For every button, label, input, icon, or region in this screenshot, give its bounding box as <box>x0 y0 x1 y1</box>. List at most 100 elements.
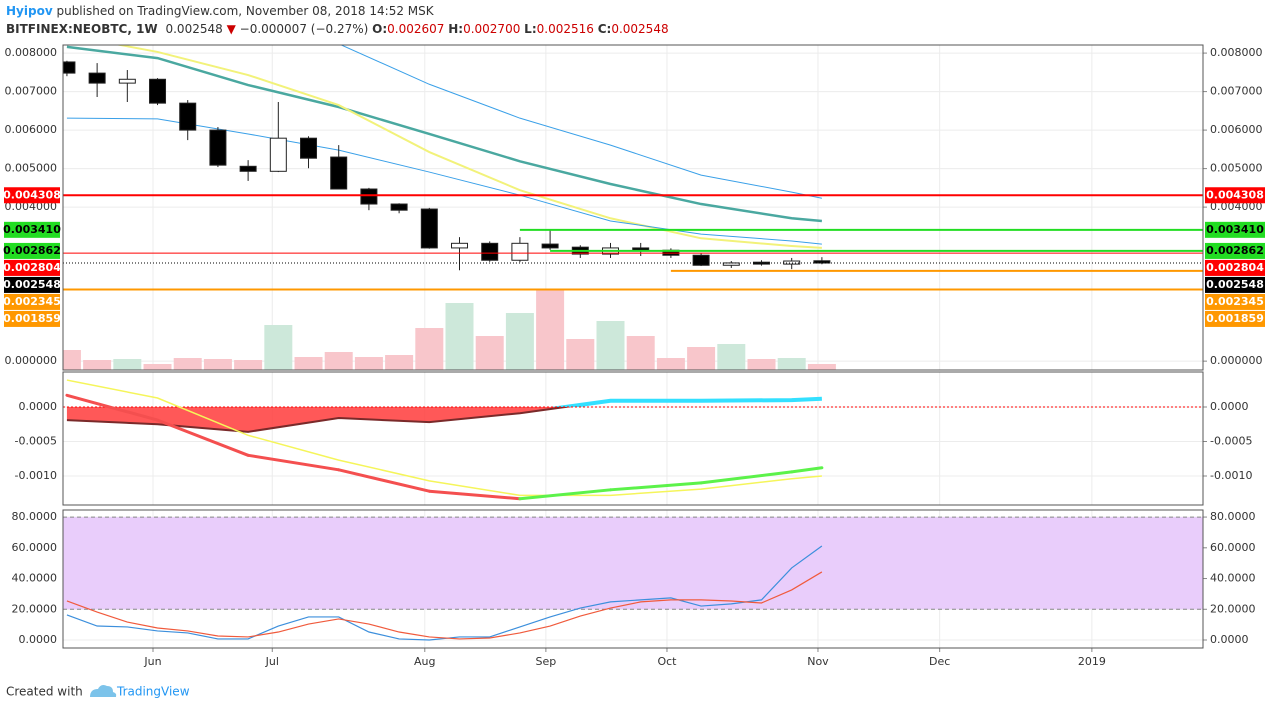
down-arrow: ▼ <box>227 22 237 36</box>
level-label-bg <box>4 242 60 259</box>
footer-brand[interactable]: TradingView <box>116 685 190 699</box>
level-label-bg <box>4 187 60 204</box>
candle-body <box>239 165 257 172</box>
volume-bar <box>234 360 263 370</box>
y-tick-label: 0.005000 <box>1210 162 1263 175</box>
volume-bar <box>475 336 504 370</box>
change: −0.000007 (−0.27%) <box>240 22 369 36</box>
pane-border <box>62 44 1204 371</box>
overlay-line <box>66 117 822 245</box>
level-label-bg <box>1205 293 1265 310</box>
candle-body <box>813 260 831 264</box>
y-tick-label: 0.008000 <box>5 46 58 59</box>
candle-body <box>118 78 136 84</box>
brand-logo <box>90 685 117 697</box>
candle-body <box>511 242 529 261</box>
level-label: 0.004308 <box>1206 188 1264 201</box>
volume-bar <box>505 313 534 370</box>
histogram-line <box>66 406 573 433</box>
volume-bar <box>294 357 323 370</box>
overlay-line <box>115 45 822 249</box>
y-tick-label: 0.004000 <box>5 200 58 213</box>
ohlc-key: O: <box>372 22 387 36</box>
published: published on TradingView.com, November 0… <box>56 4 434 18</box>
level-label: 0.002345 <box>1206 295 1264 308</box>
candle-body <box>269 137 287 172</box>
x-tick-label: Dec <box>929 655 950 668</box>
volume-bar <box>264 325 293 370</box>
y-tick-label: -0.0005 <box>1210 435 1252 448</box>
y-tick-label: 0.000000 <box>1210 354 1263 367</box>
overlay-line <box>66 45 823 223</box>
level-label-bg <box>1205 221 1265 238</box>
volume-bar <box>385 355 414 370</box>
histogram-line <box>550 396 822 407</box>
volume-bar <box>83 360 112 370</box>
volume-bar <box>113 359 142 370</box>
y-tick-label: 20.0000 <box>1210 602 1256 615</box>
y-tick-label: 60.0000 <box>12 541 58 554</box>
ohlc-key: L: <box>524 22 536 36</box>
x-tick-label: Oct <box>657 655 677 668</box>
candle-body <box>149 78 167 104</box>
y-tick-label: -0.0005 <box>15 435 57 448</box>
y-tick-label: 0.005000 <box>5 162 58 175</box>
pane-border <box>62 509 1204 649</box>
candle-body <box>63 61 76 74</box>
volume-bar <box>777 358 806 370</box>
macd-segment <box>65 393 160 422</box>
author: Hyipov <box>6 4 53 18</box>
y-tick-label: 80.0000 <box>1210 510 1256 523</box>
volume-bar <box>203 359 232 370</box>
x-tick-label: Aug <box>414 655 435 668</box>
ohlc-value: 0.002607 <box>387 22 444 36</box>
candle-body <box>752 261 770 265</box>
level-label: 0.002548 <box>1206 278 1264 291</box>
candle-body <box>88 72 106 84</box>
volume-bar <box>354 357 383 370</box>
y-tick-label: 20.0000 <box>12 602 58 615</box>
y-tick-label: 0.007000 <box>5 85 58 98</box>
level-label: 0.001859 <box>3 312 61 325</box>
volume-bar <box>536 290 565 370</box>
volume-bar <box>626 336 655 370</box>
signal-line <box>66 379 822 497</box>
footer-text: Created with <box>6 685 83 699</box>
level-label-bg <box>4 293 60 310</box>
candle-body <box>722 262 740 266</box>
level-label-bg <box>1205 310 1265 327</box>
macd-segment <box>246 453 341 472</box>
level-label: 0.002804 <box>3 261 61 274</box>
candle-body <box>420 208 438 249</box>
level-label: 0.003410 <box>3 223 61 236</box>
volume-bar <box>63 350 81 370</box>
macd-segment <box>609 481 703 492</box>
pane <box>63 45 1203 370</box>
ohlc-value: 0.002516 <box>537 22 594 36</box>
x-tick-label: Sep <box>536 655 557 668</box>
candle-body <box>692 254 710 266</box>
y-tick-label: -0.0010 <box>15 469 57 482</box>
candle-body <box>300 137 318 159</box>
y-tick-label: 40.0000 <box>12 572 58 585</box>
y-tick-label: 0.004000 <box>1210 200 1263 213</box>
y-tick-label: 0.0000 <box>19 633 58 646</box>
volume-bar <box>143 364 172 370</box>
ohlc-value: 0.002548 <box>611 22 668 36</box>
level-label: 0.002548 <box>3 278 61 291</box>
macd-segment <box>790 466 824 474</box>
last-price: 0.002548 <box>165 22 222 36</box>
candle-body <box>209 129 227 166</box>
level-label-bg <box>1205 276 1265 293</box>
y-tick-label: 0.006000 <box>1210 123 1263 136</box>
level-label: 0.003410 <box>1206 223 1264 236</box>
level-label: 0.002804 <box>1206 261 1264 274</box>
candle-body <box>390 203 408 211</box>
pane-border <box>62 371 1204 506</box>
volume-bar <box>324 352 353 370</box>
volume-bar <box>687 347 716 370</box>
candle-body <box>632 247 650 251</box>
level-label: 0.001859 <box>1206 312 1264 325</box>
